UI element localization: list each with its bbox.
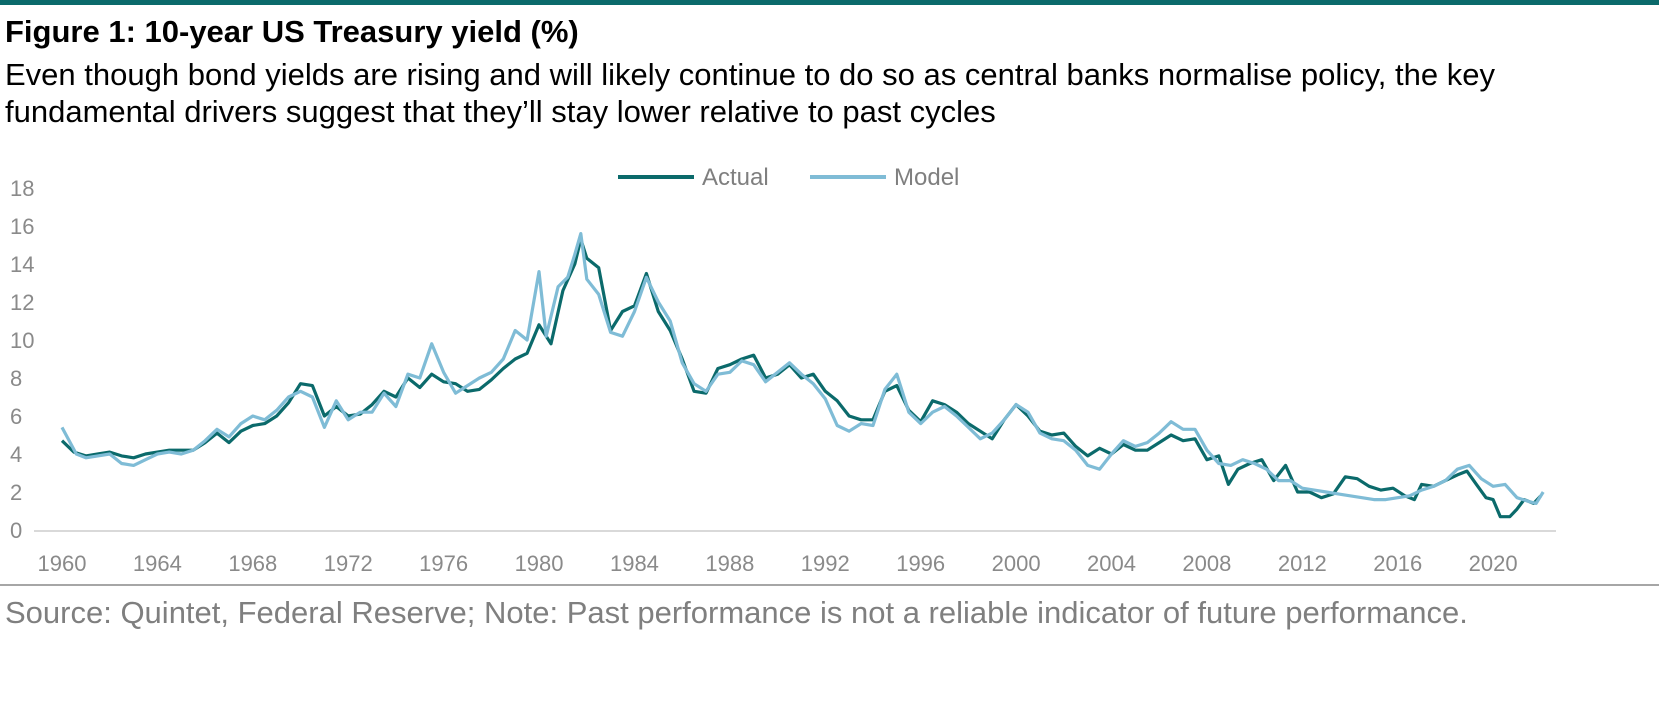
x-tick-label: 1992 [801, 551, 850, 576]
top-accent-bar [0, 0, 1659, 5]
source-note: Source: Quintet, Federal Reserve; Note: … [5, 595, 1468, 630]
y-axis: 0 2 4 6 8 10 12 14 16 18 [10, 176, 34, 543]
y-tick-label: 8 [10, 366, 22, 391]
x-tick-label: 1988 [705, 551, 754, 576]
x-tick-label: 2008 [1182, 551, 1231, 576]
x-tick-label: 1960 [38, 551, 87, 576]
figure-title: Figure 1: 10-year US Treasury yield (%) [5, 14, 579, 49]
x-axis: 1960 1964 1968 1972 1976 1980 1984 1988 1992 1996… [38, 551, 1518, 576]
x-tick-label: 1972 [324, 551, 373, 576]
series-line-model [60, 232, 1545, 505]
x-tick-label: 2004 [1087, 551, 1136, 576]
legend: Actual Model [618, 164, 959, 191]
legend-label-actual: Actual [702, 164, 769, 191]
y-tick-label: 10 [10, 328, 34, 353]
figure-subtitle: Even though bond yields are rising and w… [5, 57, 1495, 129]
chart-area: Actual Model 0 2 4 6 8 10 12 14 16 18 1960 1964 1968… [10, 164, 1556, 576]
y-tick-label: 14 [10, 252, 34, 277]
y-tick-label: 18 [10, 176, 34, 201]
x-tick-label: 1968 [228, 551, 277, 576]
y-tick-label: 2 [10, 480, 22, 505]
y-tick-label: 6 [10, 404, 22, 429]
x-tick-label: 1964 [133, 551, 182, 576]
y-tick-label: 4 [10, 442, 22, 467]
y-tick-label: 0 [10, 518, 22, 543]
x-tick-label: 2012 [1278, 551, 1327, 576]
x-tick-label: 1980 [515, 551, 564, 576]
x-tick-label: 1996 [896, 551, 945, 576]
series-line-actual [60, 237, 1542, 519]
x-tick-label: 2000 [992, 551, 1041, 576]
footer-divider [0, 584, 1659, 586]
x-tick-label: 2016 [1373, 551, 1422, 576]
x-tick-label: 1976 [419, 551, 468, 576]
plot-lines [60, 232, 1545, 519]
y-tick-label: 16 [10, 214, 34, 239]
x-tick-label: 1984 [610, 551, 659, 576]
legend-label-model: Model [894, 164, 959, 191]
x-tick-label: 2020 [1469, 551, 1518, 576]
y-tick-label: 12 [10, 290, 34, 315]
